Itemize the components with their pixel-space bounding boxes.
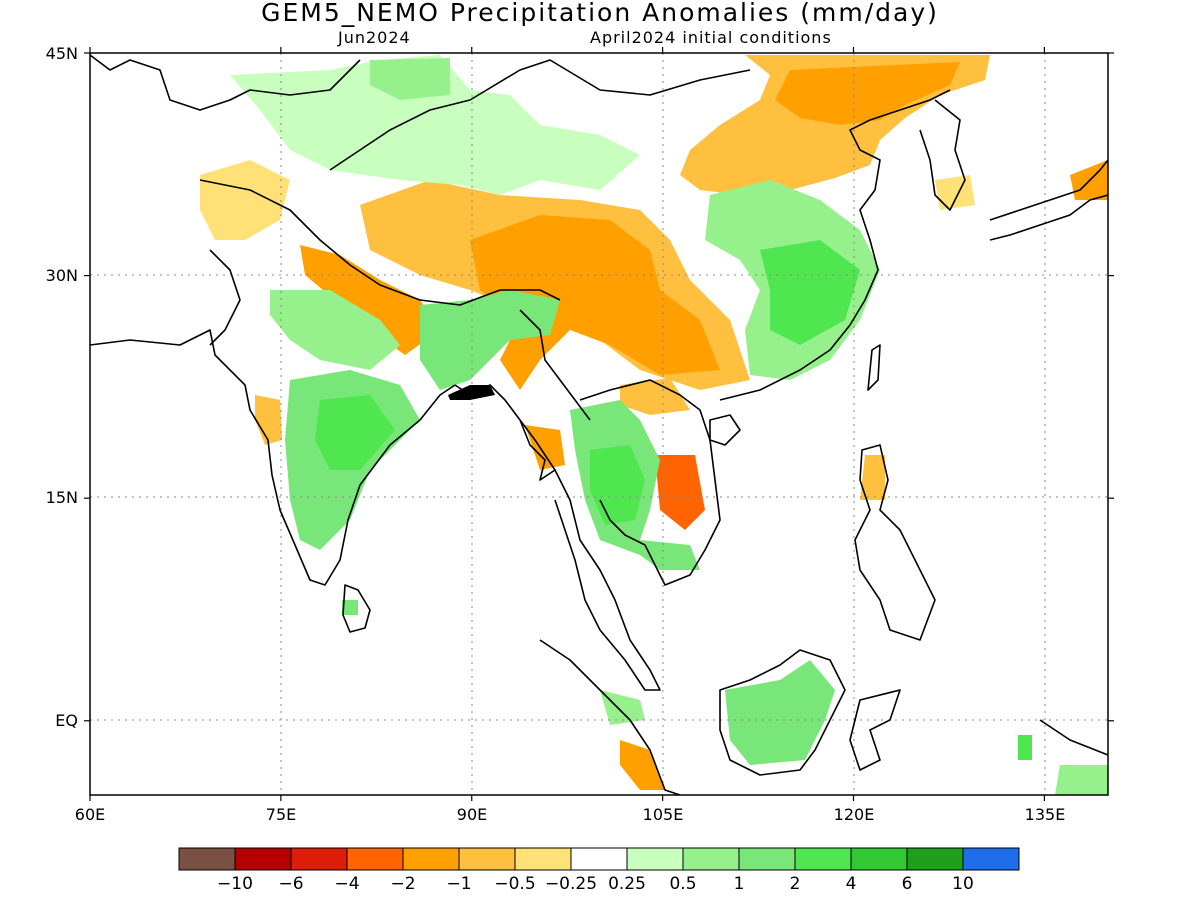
coast-korea (919, 99, 966, 211)
cb-label-3: −4 (334, 874, 359, 894)
cb-label-1: −10 (217, 874, 253, 894)
lon-label-60: 60E (75, 805, 105, 824)
coast-india (90, 329, 456, 586)
cb-label-6: −0.5 (494, 874, 535, 894)
coast-taiwan (867, 344, 881, 391)
dry-patch-tibet-core (470, 215, 720, 390)
colorbar-swatch-6 (458, 847, 516, 871)
wet-patch-tarim (370, 58, 450, 100)
coast-philippines (854, 444, 936, 641)
colorbar-swatches (178, 847, 1020, 871)
cb-label-2: −6 (278, 874, 303, 894)
dry-patch-vietnam (620, 378, 690, 415)
wet-patch-central-asia (230, 55, 640, 195)
cb-label-4: −2 (390, 874, 415, 894)
coast-indochina (579, 379, 721, 586)
lon-label-135: 135E (1025, 805, 1066, 824)
coastlines (90, 54, 1108, 795)
wet-patch-maluku (1018, 735, 1032, 760)
grid-lines (90, 53, 1108, 795)
border-himalaya (199, 179, 561, 306)
lat-label-15: 15N (46, 488, 78, 507)
lon-label-90: 90E (457, 805, 487, 824)
cb-label-14: 10 (952, 874, 974, 894)
colorbar-swatch-3 (290, 847, 348, 871)
colorbar-swatch-12 (794, 847, 852, 871)
tick-marks (84, 47, 1114, 801)
anomaly-field (200, 55, 1108, 795)
wet-patch-south-china-core (760, 240, 860, 345)
wet-patch-borneo (725, 660, 835, 765)
dry-patch-pakistan (200, 160, 290, 240)
lon-label-105: 105E (643, 805, 684, 824)
cb-label-13: 6 (902, 874, 913, 894)
coast-sumatra (539, 639, 681, 795)
colorbar-swatch-10 (682, 847, 740, 871)
dry-patch-laos (655, 455, 705, 530)
wet-patch-india-core (315, 395, 395, 470)
cb-label-8: 0.25 (608, 874, 646, 894)
colorbar-swatch-15 (962, 847, 1020, 871)
wet-patch-malay (600, 690, 645, 725)
dry-patch-india-west (255, 395, 282, 445)
coast-sri-lanka (342, 584, 371, 633)
colorbar: −10 −6 −4 −2 −1 −0.5 −0.25 0.25 0.5 1 2 … (178, 847, 1020, 894)
border-china-west (329, 59, 751, 171)
cb-label-9: 0.5 (669, 874, 696, 894)
wet-patch-png (1055, 765, 1108, 795)
dry-anomalies (200, 55, 1108, 790)
latitude-labels: 45N 30N 15N EQ (46, 44, 78, 730)
coast-malay-peninsula (554, 469, 661, 691)
colorbar-labels: −10 −6 −4 −2 −1 −0.5 −0.25 0.25 0.5 1 2 … (217, 874, 974, 894)
wet-patch-india-north (270, 290, 400, 370)
dry-patch-korea (935, 175, 975, 210)
cb-label-7: −0.25 (545, 874, 597, 894)
lat-label-30: 30N (46, 266, 78, 285)
coast-sulawesi (849, 689, 901, 771)
coast-japan (989, 159, 1108, 241)
colorbar-swatch-8 (570, 847, 628, 871)
colorbar-swatch-14 (906, 847, 964, 871)
coast-china (719, 89, 951, 401)
border-india-pakistan (209, 249, 241, 346)
colorbar-swatch-11 (738, 847, 796, 871)
longitude-labels: 60E 75E 90E 105E 120E 135E (75, 805, 1066, 824)
forecast-month: Jun2024 (338, 28, 411, 47)
border-myanmar (519, 309, 591, 421)
wet-patch-indochina-core (590, 445, 645, 525)
coast-hainan (709, 414, 741, 446)
lat-label-eq: EQ (55, 711, 78, 730)
coast-new-guinea (1039, 719, 1108, 756)
dry-patch-himalaya (300, 245, 440, 355)
dry-patch-sumatra (620, 740, 665, 790)
cb-label-5: −1 (446, 874, 471, 894)
coast-borneo (719, 649, 846, 776)
dry-patch-myanmar (525, 425, 565, 470)
cb-label-12: 4 (846, 874, 857, 894)
cb-label-11: 2 (790, 874, 801, 894)
lat-label-45: 45N (46, 44, 78, 63)
dry-patch-north-china-core (775, 62, 960, 125)
lon-label-120: 120E (834, 805, 875, 824)
lon-label-75: 75E (266, 805, 296, 824)
cb-label-10: 1 (734, 874, 745, 894)
colorbar-swatch-2 (234, 847, 292, 871)
map-frame (89, 52, 1109, 796)
colorbar-swatch-13 (850, 847, 908, 871)
map-title: GEM5_NEMO Precipitation Anomalies (mm/da… (261, 0, 939, 27)
colorbar-swatch-5 (402, 847, 460, 871)
colorbar-swatch-7 (514, 847, 572, 871)
coast-arabia-east (90, 54, 361, 111)
initial-conditions: April2024 initial conditions (590, 28, 832, 47)
colorbar-swatch-1 (178, 847, 236, 871)
dry-patch-luzon (860, 455, 885, 500)
colorbar-swatch-9 (626, 847, 684, 871)
ganges-delta (448, 385, 495, 400)
wet-patch-sri-lanka (342, 600, 358, 615)
wet-anomalies (230, 55, 1108, 795)
colorbar-swatch-4 (346, 847, 404, 871)
